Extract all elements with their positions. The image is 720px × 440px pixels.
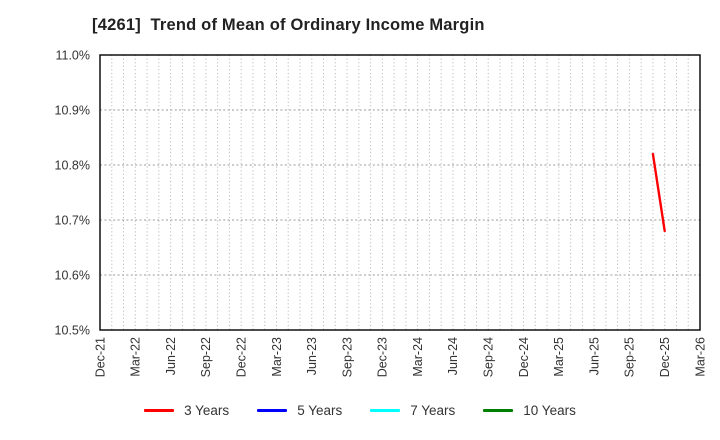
chart-legend: 3 Years 5 Years 7 Years 10 Years bbox=[0, 403, 720, 418]
svg-text:Mar-22: Mar-22 bbox=[129, 337, 143, 377]
svg-text:11.0%: 11.0% bbox=[55, 48, 90, 62]
svg-text:Sep-24: Sep-24 bbox=[482, 337, 496, 377]
legend-line-swatch-red bbox=[144, 409, 175, 412]
legend-label: 5 Years bbox=[297, 403, 343, 418]
svg-text:Dec-22: Dec-22 bbox=[235, 337, 249, 377]
svg-text:Mar-26: Mar-26 bbox=[693, 337, 707, 377]
svg-text:10.9%: 10.9% bbox=[55, 103, 90, 117]
legend-label: 7 Years bbox=[410, 403, 456, 418]
svg-text:Dec-25: Dec-25 bbox=[658, 337, 672, 377]
legend-line-swatch-blue bbox=[257, 409, 288, 412]
chart-title: [4261] Trend of Mean of Ordinary Income … bbox=[92, 16, 485, 34]
svg-text:Jun-24: Jun-24 bbox=[446, 337, 460, 375]
svg-text:Dec-23: Dec-23 bbox=[376, 337, 390, 377]
svg-text:Jun-25: Jun-25 bbox=[587, 337, 601, 375]
legend-line-swatch-green bbox=[483, 409, 514, 412]
svg-text:Mar-23: Mar-23 bbox=[270, 337, 284, 377]
svg-text:Mar-24: Mar-24 bbox=[411, 337, 425, 377]
svg-text:10.5%: 10.5% bbox=[55, 323, 90, 337]
svg-text:Jun-23: Jun-23 bbox=[305, 337, 319, 375]
svg-text:10.7%: 10.7% bbox=[55, 213, 90, 227]
legend-item-10-years: 10 Years bbox=[483, 403, 576, 418]
legend-line-swatch-cyan bbox=[370, 409, 401, 412]
legend-label: 10 Years bbox=[523, 403, 576, 418]
legend-item-7-years: 7 Years bbox=[370, 403, 455, 418]
svg-text:Mar-25: Mar-25 bbox=[552, 337, 566, 377]
svg-text:Dec-21: Dec-21 bbox=[93, 337, 107, 377]
legend-label: 3 Years bbox=[184, 403, 230, 418]
svg-text:Dec-24: Dec-24 bbox=[517, 337, 531, 377]
svg-text:Jun-22: Jun-22 bbox=[164, 337, 178, 375]
svg-text:Sep-22: Sep-22 bbox=[199, 337, 213, 377]
svg-text:Sep-23: Sep-23 bbox=[340, 337, 354, 377]
svg-text:Sep-25: Sep-25 bbox=[623, 337, 637, 377]
legend-item-3-years: 3 Years bbox=[144, 403, 229, 418]
plot-area: 10.5% 10.6% 10.7% 10.8% 10.9% 11.0% Dec-21 Mar-… bbox=[55, 48, 708, 377]
svg-text:10.6%: 10.6% bbox=[55, 268, 90, 282]
legend-item-5-years: 5 Years bbox=[257, 403, 342, 418]
svg-text:10.8%: 10.8% bbox=[55, 158, 90, 172]
